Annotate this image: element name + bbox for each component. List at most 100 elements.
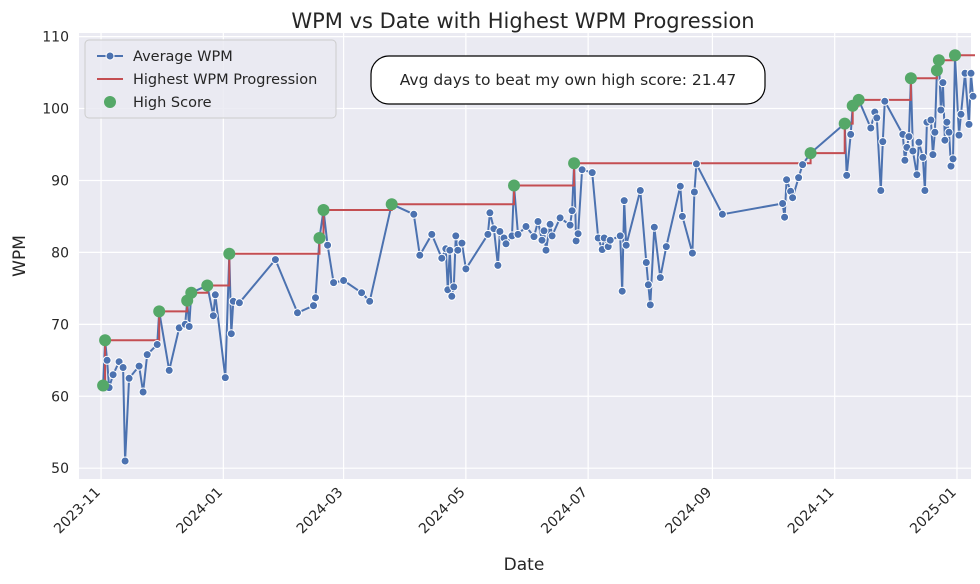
annotation-frame — [370, 55, 766, 105]
average-wpm-point — [357, 288, 367, 298]
high-score-point — [508, 179, 520, 192]
average-wpm-point — [555, 213, 565, 223]
y-axis-label: WPM — [10, 235, 30, 277]
average-wpm-point — [643, 280, 653, 290]
high-score-point — [932, 54, 945, 67]
annotation-box: Avg days to beat my own high score: 21.4… — [370, 55, 766, 105]
average-wpm-point — [533, 217, 543, 226]
average-wpm-point — [878, 137, 888, 147]
average-wpm-point — [587, 168, 597, 178]
average-wpm-point — [164, 365, 174, 375]
average-wpm-point — [966, 68, 976, 78]
y-tick-label: 110 — [42, 30, 69, 46]
legend-box — [84, 39, 337, 119]
y-tick-label: 90 — [51, 173, 69, 189]
x-tick-label: 2023-11 — [51, 485, 104, 538]
high-score-point — [313, 232, 326, 244]
series-layer — [97, 49, 978, 466]
average-wpm-point — [293, 308, 302, 318]
average-wpm-point — [866, 123, 876, 133]
average-wpm-point — [134, 361, 144, 371]
average-wpm-point — [687, 248, 697, 258]
legend-item-average-wpm: Average WPM — [97, 49, 233, 65]
y-tick-label: 50 — [51, 461, 69, 477]
average-wpm-point — [617, 286, 627, 296]
average-wpm-point — [635, 186, 645, 195]
average-wpm-point — [615, 231, 625, 241]
high-score-point — [201, 279, 214, 292]
average-wpm-point — [577, 165, 587, 175]
average-wpm-point — [904, 132, 914, 142]
legend-item-highest-progression: Highest WPM Progression — [97, 72, 317, 88]
average-wpm-point — [621, 240, 631, 250]
average-wpm-point — [798, 160, 808, 170]
average-wpm-point — [311, 293, 320, 303]
average-wpm-point — [689, 187, 699, 197]
average-wpm-point — [872, 113, 882, 123]
legend-swatch-average-marker — [105, 51, 115, 61]
average-wpm-point — [210, 290, 220, 300]
average-wpm-point — [908, 146, 918, 156]
high-score-point — [838, 117, 851, 130]
legend-label-high-score: High Score — [133, 95, 212, 111]
average-wpm-point — [501, 239, 511, 249]
legend-item-high-score: High Score — [104, 95, 212, 111]
average-wpm-point — [794, 173, 804, 183]
average-wpm-point — [605, 235, 615, 245]
average-wpm-point — [645, 300, 655, 310]
average-wpm-point — [323, 240, 333, 250]
average-wpm-point — [427, 229, 437, 239]
average-wpm-point — [220, 373, 230, 383]
average-wpm-point — [675, 181, 685, 191]
average-wpm-point — [918, 152, 928, 162]
average-wpm-point — [968, 91, 978, 101]
average-wpm-point — [537, 235, 547, 245]
average-wpm-point — [926, 115, 936, 125]
average-wpm-point — [619, 196, 629, 206]
average-wpm-point — [780, 212, 790, 222]
average-wpm-point — [309, 301, 318, 311]
average-wpm-point — [102, 355, 112, 365]
average-wpm-point — [437, 253, 447, 263]
legend-swatch-high-score-marker — [104, 96, 116, 108]
average-wpm-point — [108, 370, 118, 380]
average-wpm-point — [954, 130, 964, 140]
high-score-point — [852, 93, 865, 106]
average-wpm-point — [928, 150, 938, 160]
average-wpm-point — [329, 278, 339, 288]
x-axis-label: Date — [504, 555, 545, 575]
average-wpm-point — [956, 109, 966, 119]
average-wpm-point — [948, 154, 958, 164]
average-wpm-point — [493, 260, 503, 270]
high-score-point — [385, 198, 398, 211]
average-wpm-point — [184, 322, 194, 331]
average-wpm-point — [655, 273, 665, 283]
x-tick-label: 2024-05 — [416, 485, 469, 538]
average-wpm-point — [513, 229, 523, 239]
y-tick-label: 70 — [51, 317, 69, 333]
average-wpm-point — [138, 387, 148, 397]
average-wpm-point — [649, 222, 659, 232]
average-wpm-point — [573, 229, 583, 239]
average-wpm-point — [938, 78, 948, 88]
average-wpm-point — [226, 329, 236, 339]
average-wpm-point — [409, 209, 419, 219]
average-wpm-point — [782, 175, 792, 185]
x-tick-label: 2024-11 — [785, 485, 838, 538]
high-score-point — [185, 286, 198, 299]
x-tick-label: 2024-01 — [173, 485, 226, 538]
x-tick-label: 2024-03 — [294, 485, 347, 538]
average-wpm-point — [447, 291, 457, 301]
average-wpm-point — [483, 229, 493, 239]
average-wpm-point — [142, 350, 152, 360]
average-wpm-point — [691, 159, 701, 169]
average-wpm-point — [449, 282, 459, 292]
high-score-point — [949, 49, 961, 62]
average-wpm-point — [677, 211, 687, 221]
average-wpm-point — [940, 135, 950, 145]
average-wpm-point — [880, 96, 890, 106]
average-wpm-point — [641, 258, 651, 267]
average-wpm-point — [964, 119, 974, 129]
average-wpm-point — [944, 127, 954, 137]
average-wpm-point — [485, 208, 495, 218]
